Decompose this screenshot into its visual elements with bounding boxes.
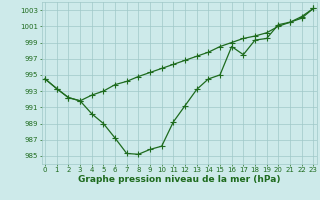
X-axis label: Graphe pression niveau de la mer (hPa): Graphe pression niveau de la mer (hPa) (78, 175, 280, 184)
